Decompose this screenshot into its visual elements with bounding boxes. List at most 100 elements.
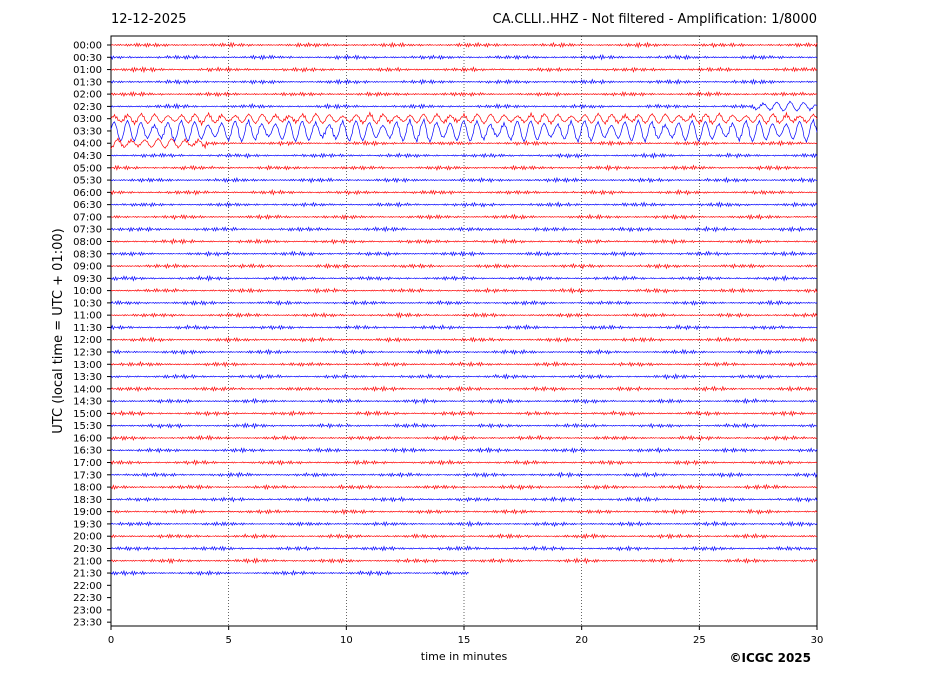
y-tick-label: 22:00 bbox=[73, 581, 102, 592]
y-tick-label: 00:30 bbox=[73, 53, 102, 64]
y-tick-label: 06:30 bbox=[73, 200, 102, 211]
y-tick-label: 14:00 bbox=[73, 384, 102, 395]
y-tick-label: 14:30 bbox=[73, 397, 102, 408]
trace-0600 bbox=[110, 188, 818, 196]
trace-1700 bbox=[110, 459, 818, 466]
y-tick-label: 18:30 bbox=[73, 495, 102, 506]
traces bbox=[110, 41, 818, 577]
trace-1600 bbox=[110, 434, 818, 442]
y-tick-label: 03:00 bbox=[73, 114, 102, 125]
trace-0130 bbox=[110, 78, 818, 86]
trace-2130 bbox=[110, 569, 469, 577]
y-tick-label: 12:00 bbox=[73, 335, 102, 346]
copyright: ©ICGC 2025 bbox=[729, 651, 811, 665]
date-label: 12-12-2025 bbox=[111, 12, 187, 27]
y-tick-label: 08:30 bbox=[73, 249, 102, 260]
y-tick-label: 11:30 bbox=[73, 323, 102, 334]
y-tick-label: 13:00 bbox=[73, 360, 102, 371]
x-tick-label: 25 bbox=[693, 635, 706, 646]
y-tick-label: 05:00 bbox=[73, 163, 102, 174]
y-tick-label: 20:30 bbox=[73, 544, 102, 555]
x-tick-label: 20 bbox=[575, 635, 588, 646]
grid-lines bbox=[228, 36, 700, 626]
y-tick-label: 08:00 bbox=[73, 237, 102, 248]
trace-0830 bbox=[110, 250, 818, 258]
y-tick-label: 01:00 bbox=[73, 65, 102, 76]
y-tick-label: 10:00 bbox=[73, 286, 102, 297]
y-tick-label: 19:00 bbox=[73, 507, 102, 518]
y-tick-label: 23:00 bbox=[73, 605, 102, 616]
y-axis-label: UTC (local time = UTC + 01:00) bbox=[51, 228, 66, 433]
trace-0630 bbox=[110, 201, 818, 208]
y-tick-label: 06:00 bbox=[73, 188, 102, 199]
y-tick-label: 04:30 bbox=[73, 151, 102, 162]
y-tick-label: 07:30 bbox=[73, 225, 102, 236]
y-tick-label: 04:00 bbox=[73, 139, 102, 150]
y-tick-label: 13:30 bbox=[73, 372, 102, 383]
trace-0730 bbox=[110, 225, 818, 233]
trace-1630 bbox=[110, 446, 818, 454]
trace-1100 bbox=[110, 311, 818, 319]
trace-1830 bbox=[110, 495, 818, 503]
trace-0900 bbox=[110, 262, 818, 270]
y-tick-label: 07:00 bbox=[73, 212, 102, 223]
y-tick-label: 22:30 bbox=[73, 593, 102, 604]
y-tick-label: 17:30 bbox=[73, 470, 102, 481]
trace-0500 bbox=[110, 164, 818, 172]
trace-1400 bbox=[110, 385, 818, 393]
y-tick-label: 19:30 bbox=[73, 519, 102, 530]
trace-0800 bbox=[110, 237, 818, 245]
trace-0330 bbox=[110, 117, 818, 144]
y-tick-label: 09:30 bbox=[73, 274, 102, 285]
trace-0030 bbox=[110, 54, 818, 61]
trace-1430 bbox=[110, 397, 818, 405]
y-tick-label: 21:30 bbox=[73, 569, 102, 580]
trace-0100 bbox=[110, 66, 818, 74]
x-tick-label: 30 bbox=[811, 635, 824, 646]
y-tick-label: 01:30 bbox=[73, 77, 102, 88]
y-tick-label: 16:00 bbox=[73, 433, 102, 444]
trace-1330 bbox=[110, 373, 818, 381]
trace-1730 bbox=[110, 471, 818, 479]
trace-1900 bbox=[110, 508, 818, 516]
y-tick-label: 02:00 bbox=[73, 90, 102, 101]
trace-0530 bbox=[110, 176, 818, 184]
trace-2030 bbox=[110, 545, 818, 552]
trace-1030 bbox=[110, 299, 818, 306]
y-tick-label: 12:30 bbox=[73, 348, 102, 359]
y-tick-label: 23:30 bbox=[73, 618, 102, 629]
y-tick-label: 20:00 bbox=[73, 532, 102, 543]
trace-1000 bbox=[110, 287, 818, 295]
x-tick-label: 15 bbox=[458, 635, 471, 646]
trace-1500 bbox=[110, 409, 818, 417]
y-tick-label: 11:00 bbox=[73, 311, 102, 322]
trace-0400 bbox=[110, 137, 818, 150]
x-tick-label: 0 bbox=[108, 635, 114, 646]
trace-0000 bbox=[110, 41, 818, 49]
y-tick-label: 05:30 bbox=[73, 176, 102, 187]
y-tick-label: 02:30 bbox=[73, 102, 102, 113]
station-label: CA.CLLI..HHZ - Not filtered - Amplificat… bbox=[492, 12, 818, 27]
trace-0700 bbox=[110, 213, 818, 221]
trace-1530 bbox=[110, 422, 818, 430]
trace-2000 bbox=[110, 532, 818, 540]
y-tick-label: 18:00 bbox=[73, 483, 102, 494]
y-tick-label: 15:30 bbox=[73, 421, 102, 432]
trace-1200 bbox=[110, 336, 818, 343]
trace-1800 bbox=[110, 483, 818, 491]
trace-0300 bbox=[110, 111, 818, 127]
y-tick-label: 16:30 bbox=[73, 446, 102, 457]
trace-1230 bbox=[110, 348, 818, 356]
y-tick-label: 03:30 bbox=[73, 126, 102, 137]
trace-0430 bbox=[110, 152, 818, 160]
y-tick-label: 15:00 bbox=[73, 409, 102, 420]
trace-2100 bbox=[110, 557, 818, 565]
x-ticks: 0 5 10 15 20 25 30 bbox=[108, 626, 824, 646]
x-tick-label: 5 bbox=[225, 635, 231, 646]
y-tick-label: 17:00 bbox=[73, 458, 102, 469]
trace-0930 bbox=[110, 274, 818, 282]
x-tick-label: 10 bbox=[340, 635, 353, 646]
trace-1130 bbox=[110, 323, 818, 331]
